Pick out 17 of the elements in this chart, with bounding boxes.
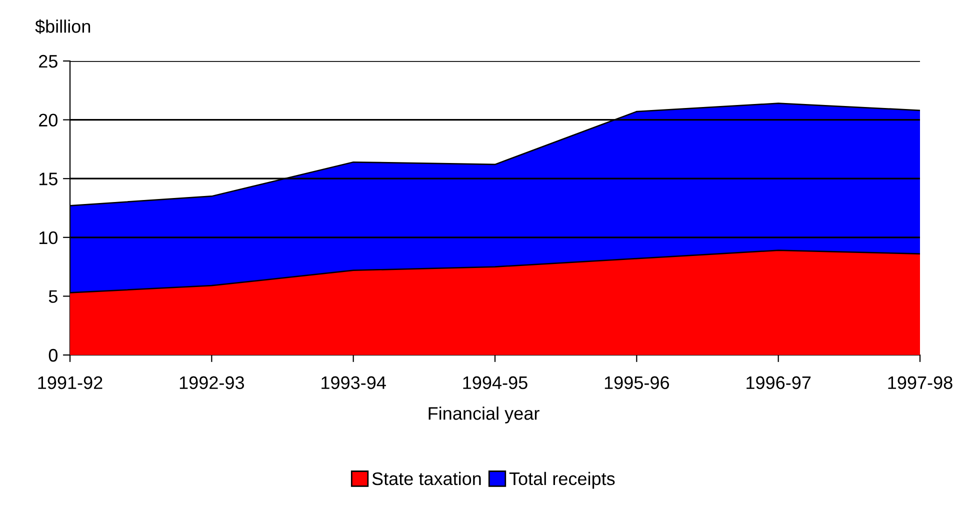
x-tick-label: 1997-98 [888, 376, 952, 390]
y-tick-label: 0 [48, 348, 58, 362]
x-tick-label: 1994-95 [463, 376, 528, 390]
legend-label: Total receipts [509, 472, 615, 489]
y-tick-label: 25 [39, 54, 58, 68]
y-tick-label: 15 [39, 172, 58, 186]
x-tick-label: 1993-94 [322, 376, 386, 390]
x-tick-label: 1995-96 [604, 376, 670, 390]
y-axis-title: $billion [35, 19, 90, 34]
y-tick-label: 20 [39, 114, 58, 127]
x-tick-label: 1991-92 [38, 376, 102, 390]
x-axis-title: Financial year [428, 406, 540, 424]
legend-label: State taxation [372, 472, 481, 486]
x-tick-label: 1992-93 [180, 376, 244, 390]
y-tick-label: 5 [48, 290, 58, 303]
y-tick-label: 10 [39, 231, 58, 244]
x-tick-label: 1996-97 [746, 376, 811, 390]
